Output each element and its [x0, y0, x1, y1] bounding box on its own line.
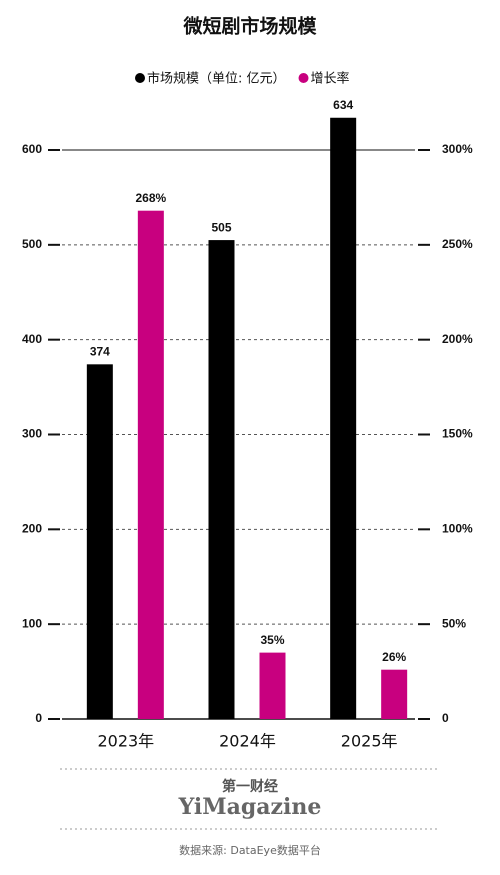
legend-marker: [298, 73, 309, 83]
y2-tick-label: 250%: [442, 237, 473, 251]
y2-tick-label: 0: [442, 711, 449, 725]
y2-tick-label: 150%: [442, 427, 473, 441]
legend-label: 市场规模（单位: 亿元）: [147, 71, 286, 87]
brand-en: YiMagazine: [178, 794, 322, 820]
y-tick-label: 200: [22, 522, 42, 536]
value-label: 505: [211, 220, 231, 234]
bar: [381, 669, 408, 719]
y-tick-label: 400: [22, 332, 42, 346]
y-tick-label: 0: [35, 711, 42, 725]
bar: [86, 364, 113, 719]
value-label: 634: [333, 98, 353, 112]
y-tick-label: 500: [22, 237, 42, 251]
y-tick-label: 300: [22, 427, 42, 441]
chart-title: 微短剧市场规模: [182, 15, 317, 38]
value-label: 35%: [260, 633, 284, 647]
y2-tick-label: 200%: [442, 332, 473, 346]
y2-tick-label: 300%: [442, 142, 473, 156]
x-tick-label: 2024年: [219, 732, 276, 751]
y-tick-label: 600: [22, 142, 42, 156]
bar: [137, 210, 164, 719]
value-label: 26%: [382, 650, 406, 664]
bar: [259, 652, 286, 719]
legend-label: 增长率: [311, 71, 350, 87]
value-label: 268%: [135, 191, 166, 205]
brand-cn: 第一财经: [222, 778, 278, 795]
y-tick-label: 100: [22, 616, 42, 630]
bar: [208, 240, 235, 719]
value-label: 374: [90, 344, 110, 358]
x-tick-label: 2023年: [97, 732, 154, 751]
legend-marker: [135, 73, 145, 83]
source: 数据来源: DataEye数据平台: [179, 843, 321, 857]
y2-tick-label: 100%: [442, 522, 473, 536]
y2-tick-label: 50%: [442, 616, 466, 630]
x-tick-label: 2025年: [341, 732, 398, 751]
bar: [330, 117, 357, 720]
